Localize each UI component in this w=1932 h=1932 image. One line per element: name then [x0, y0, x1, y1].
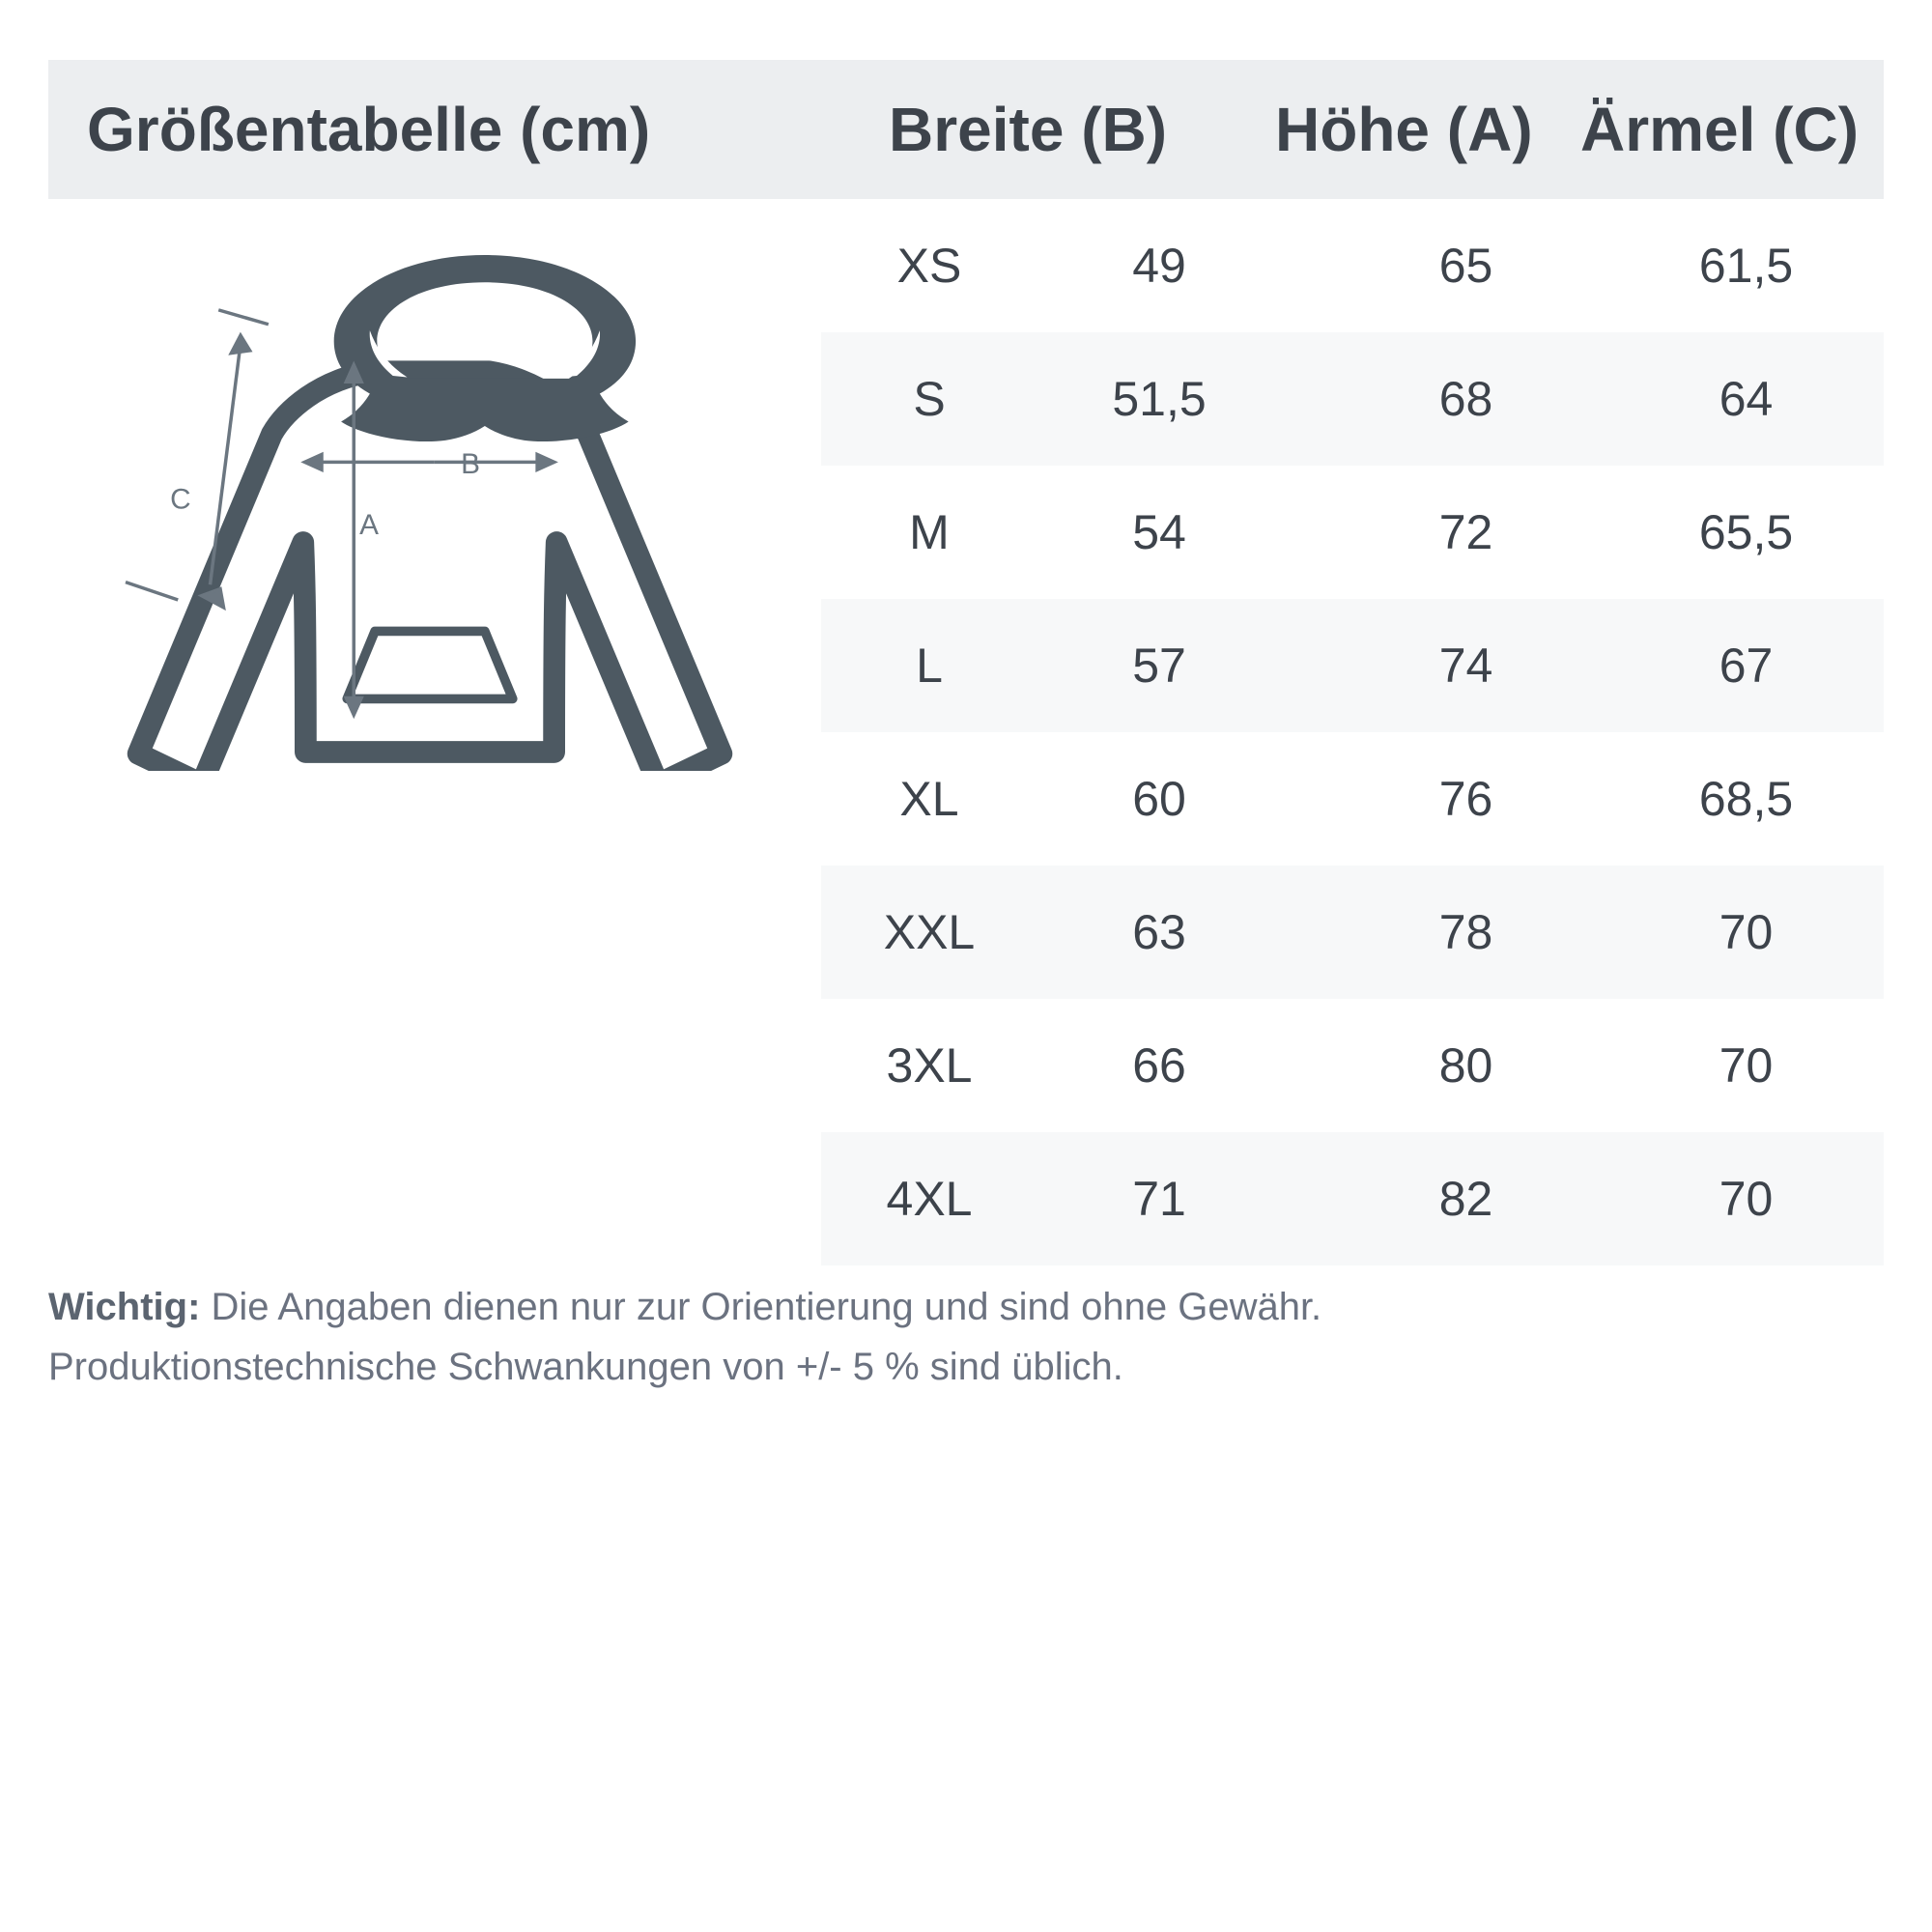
svg-text:B: B: [461, 448, 480, 480]
svg-text:C: C: [170, 484, 191, 516]
svg-text:A: A: [359, 509, 379, 541]
